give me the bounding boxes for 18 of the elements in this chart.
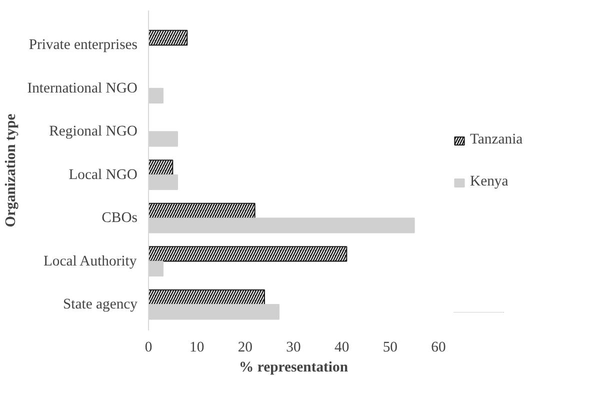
y-tick-label: Private enterprises	[28, 37, 138, 54]
x-tick-label: 50	[382, 340, 398, 356]
legend-label: Kenya	[470, 174, 508, 190]
x-tick-label: 40	[334, 340, 350, 356]
x-tick-label: 20	[238, 340, 252, 356]
legend-label: Tanzania	[470, 132, 523, 148]
y-tick-label: Local Authority	[43, 253, 138, 270]
x-tick-label: 60	[431, 340, 446, 356]
y-tick-label: Local NGO	[68, 166, 138, 183]
y-tick-label: State agency	[63, 296, 138, 313]
y-tick-label: CBOs	[102, 210, 138, 226]
y-tick-label: International NGO	[27, 80, 138, 96]
x-tick-label: 10	[190, 340, 204, 356]
y-tick-label: Regional NGO	[49, 124, 138, 140]
x-axis-title: % representation	[239, 360, 348, 376]
x-tick-label: 30	[286, 340, 301, 356]
x-tick-label: 0	[144, 340, 152, 356]
y-axis-title: Organization type	[3, 113, 20, 228]
